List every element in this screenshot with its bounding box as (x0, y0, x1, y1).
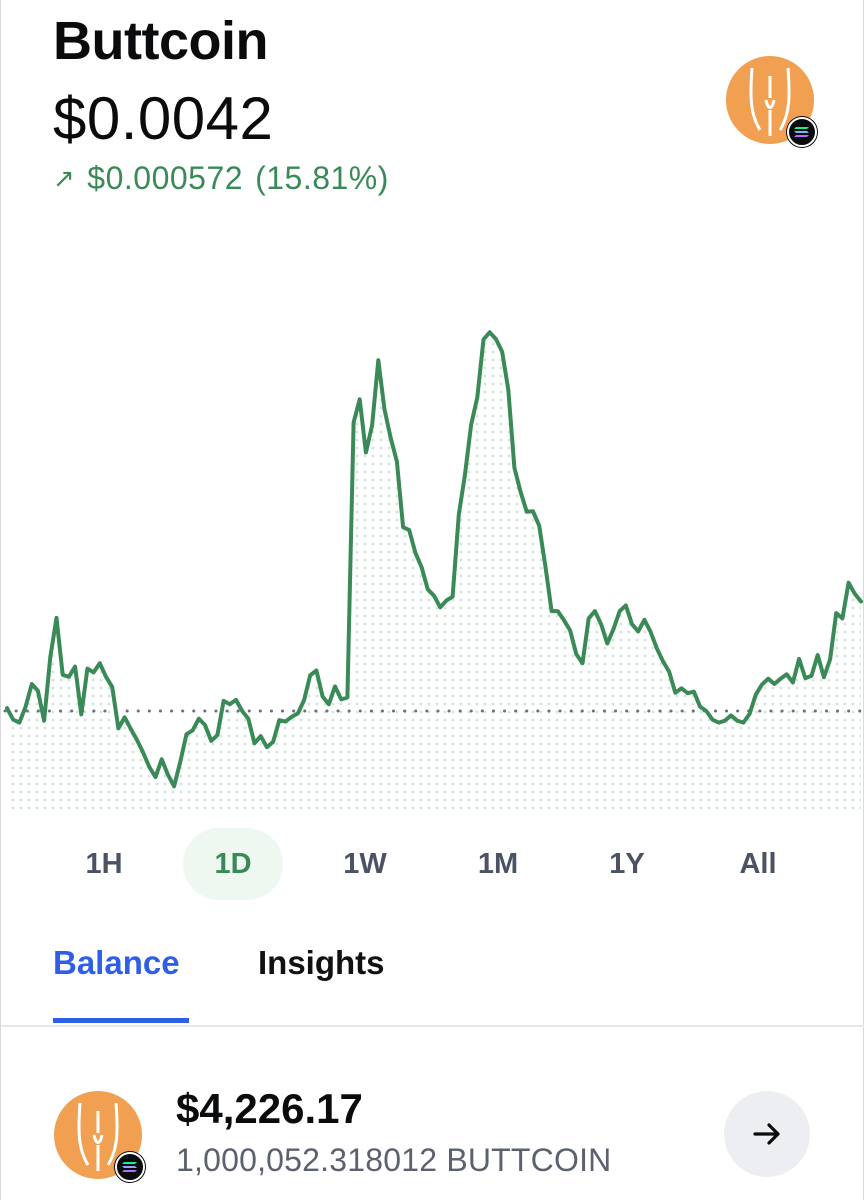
range-1y[interactable]: 1Y (609, 847, 645, 880)
time-range-selector: 1H 1D 1W 1M 1Y All (1, 828, 864, 900)
range-1w[interactable]: 1W (343, 847, 387, 880)
price-change: ↗ $0.000572 (15.81%) (53, 160, 389, 197)
balance-asset-logo-icon (54, 1091, 146, 1183)
price-line-series (5, 330, 863, 789)
chart-area-fill (7, 332, 861, 815)
balance-details-button[interactable] (724, 1091, 810, 1177)
price-change-amount: $0.000572 (87, 160, 244, 196)
solana-icon (114, 1151, 146, 1183)
balance-amount: $4,226.17 (176, 1085, 363, 1132)
arrow-right-icon (753, 1123, 780, 1145)
active-tab-indicator (53, 1018, 189, 1023)
solana-icon (786, 116, 818, 148)
range-1h[interactable]: 1H (85, 847, 123, 880)
buttcoin-logo-icon (726, 56, 818, 148)
range-all[interactable]: All (739, 847, 777, 880)
asset-title: Buttcoin (53, 11, 268, 71)
balance-quantity: 1,000,052.318012 BUTTCOIN (176, 1142, 612, 1178)
range-1d[interactable]: 1D (214, 847, 252, 880)
asset-price: $0.0042 (53, 85, 274, 152)
price-chart[interactable] (1, 300, 864, 820)
selected-range-highlight (183, 828, 283, 900)
detail-tabs: Balance Insights (1, 930, 864, 1027)
tab-insights[interactable]: Insights (258, 944, 385, 981)
price-change-percent: (15.81%) (255, 160, 389, 196)
tab-balance[interactable]: Balance (53, 944, 180, 981)
range-1m[interactable]: 1M (477, 847, 519, 880)
trend-up-icon: ↗ (53, 163, 76, 193)
